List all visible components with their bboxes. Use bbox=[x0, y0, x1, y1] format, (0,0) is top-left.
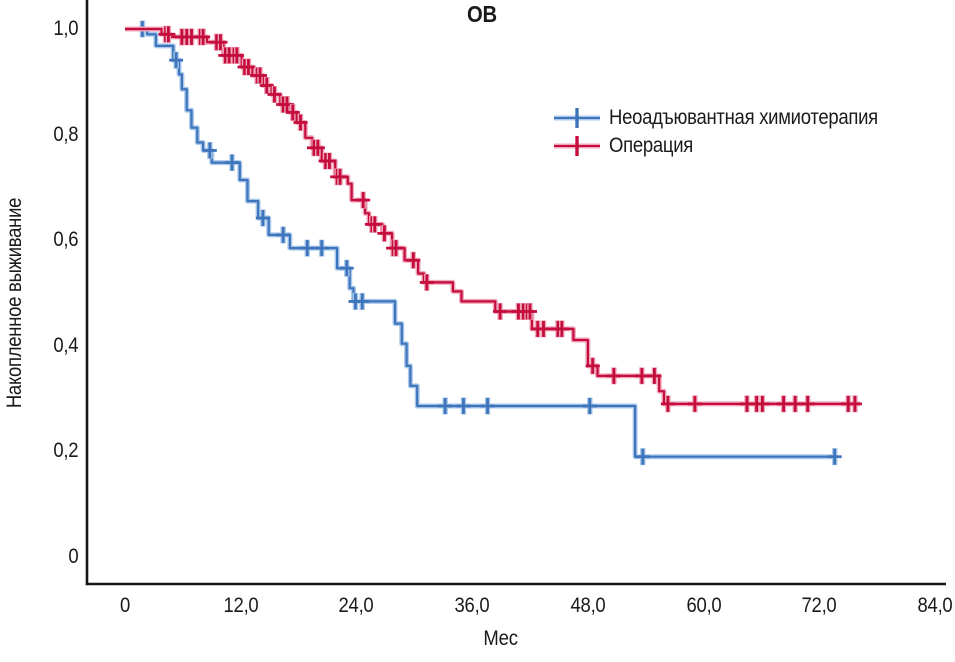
y-tick-text: 1,0 bbox=[53, 17, 78, 40]
x-tick-text: 72,0 bbox=[801, 594, 837, 617]
y-tick-label-0: 0 bbox=[0, 544, 78, 570]
legend-item-label: Неоадъювантная химиотерапия bbox=[609, 104, 915, 132]
y-tick-text: 0 bbox=[67, 545, 78, 568]
series-neoadjuvant-chemotherapy-curve bbox=[125, 27, 836, 458]
x-tick-label-12,0: 12,0 bbox=[221, 593, 261, 619]
legend-item-text: Операция bbox=[609, 134, 694, 157]
x-tick-text: 36,0 bbox=[454, 594, 490, 617]
x-tick-label-0: 0 bbox=[119, 593, 130, 619]
chart-title-text: ОВ bbox=[467, 1, 497, 27]
x-tick-text: 48,0 bbox=[570, 594, 606, 617]
chart-title: ОВ bbox=[87, 1, 877, 28]
y-tick-label-0,2: 0,2 bbox=[0, 438, 78, 464]
legend-item-neoadjuvant-chemotherapy: Неоадъювантная химиотерапия bbox=[553, 104, 915, 132]
x-tick-label-24,0: 24,0 bbox=[337, 593, 377, 619]
x-tick-text: 60,0 bbox=[686, 594, 722, 617]
y-tick-text: 0,8 bbox=[53, 122, 78, 146]
y-axis-tick-labels: 0 0,2 0,4 0,6 0,8 1,0 bbox=[0, 0, 78, 662]
x-tick-text: 12,0 bbox=[223, 594, 259, 617]
y-tick-label-0,8: 0,8 bbox=[0, 122, 78, 148]
x-axis-title-text: Мес bbox=[483, 627, 519, 650]
x-tick-label-84,0: 84,0 bbox=[915, 593, 955, 619]
y-tick-text: 0,4 bbox=[53, 333, 78, 357]
series-neoadjuvant-chemotherapy-halo bbox=[125, 26, 836, 460]
x-tick-text: 84,0 bbox=[917, 594, 953, 617]
y-tick-text: 0,2 bbox=[53, 439, 78, 463]
y-tick-label-0,4: 0,4 bbox=[0, 333, 78, 359]
series-surgery-halo bbox=[125, 26, 860, 407]
legend-item-surgery: Операция bbox=[553, 132, 915, 160]
x-tick-label-36,0: 36,0 bbox=[452, 593, 492, 619]
legend-marker-icon-surgery bbox=[554, 136, 600, 156]
x-tick-label-48,0: 48,0 bbox=[568, 593, 608, 619]
x-tick-text: 24,0 bbox=[338, 594, 374, 617]
x-tick-label-60,0: 60,0 bbox=[684, 593, 724, 619]
series-surgery-curve bbox=[125, 27, 860, 405]
x-tick-text: 0 bbox=[119, 594, 131, 617]
x-axis-tick-labels: 0 12,0 24,0 36,0 48,0 60,0 72,0 84,0 bbox=[0, 593, 955, 619]
legend-item-label: Операция bbox=[609, 132, 704, 160]
legend-marker-icon-neoadjuvant-chemotherapy bbox=[554, 108, 600, 128]
y-tick-label-0,6: 0,6 bbox=[0, 227, 78, 253]
legend: Неоадъювантная химиотерапия Операция bbox=[553, 104, 915, 160]
x-axis-title: Мес bbox=[87, 627, 915, 651]
y-tick-text: 0,6 bbox=[53, 228, 78, 252]
legend-item-text: Неоадъювантная химиотерапия bbox=[609, 106, 878, 129]
x-tick-label-72,0: 72,0 bbox=[799, 593, 839, 619]
y-tick-label-1,0: 1,0 bbox=[0, 16, 78, 42]
